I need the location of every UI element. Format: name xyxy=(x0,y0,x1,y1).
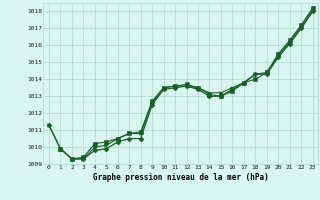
X-axis label: Graphe pression niveau de la mer (hPa): Graphe pression niveau de la mer (hPa) xyxy=(93,173,269,182)
